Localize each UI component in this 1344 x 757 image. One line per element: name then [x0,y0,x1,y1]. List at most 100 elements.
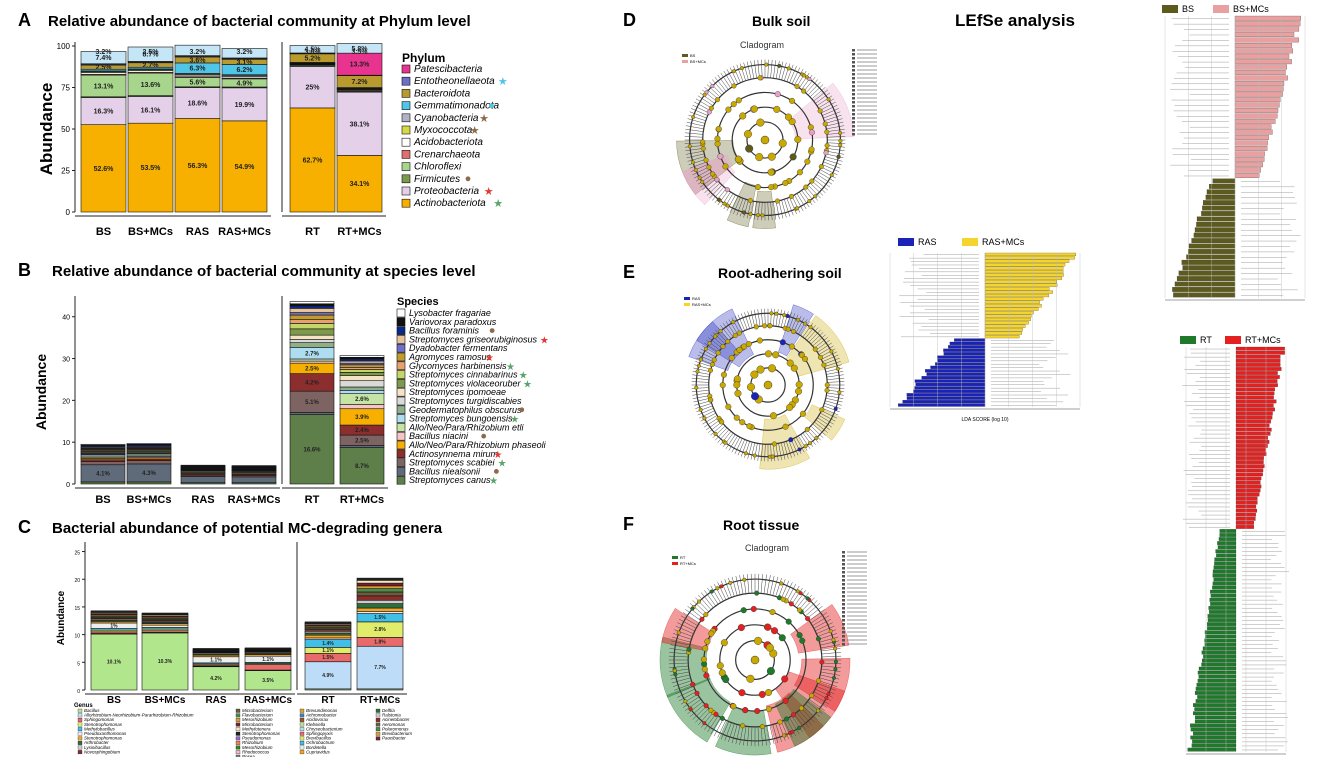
legend-dot [493,469,499,474]
lda-bar [1213,577,1237,582]
legend-title: Species [397,296,439,308]
legend-tick [852,117,855,120]
data-label: 2.7% [305,351,319,357]
tree-branch [713,583,724,602]
tree-branch [692,104,709,114]
tree-branch [795,317,805,333]
tree-node [703,703,709,709]
tree-node [796,317,801,322]
tree-node [805,596,810,601]
bar-segment [289,107,336,213]
tree-branch [766,575,771,595]
tree-branch [778,309,782,327]
lda-bar [1195,687,1237,691]
tree-branch [823,405,840,413]
tree-branch [757,309,761,327]
bar-segment [289,45,336,54]
lda-bar [1235,484,1262,489]
tree-node [746,674,755,683]
lda-bar [1234,118,1276,124]
tree-branch [760,308,763,326]
x-tick-label: RAS [205,695,226,706]
tree-branch [809,84,824,98]
legend-dot [489,328,495,333]
tree-branch [808,427,822,441]
lda-bar [984,280,1058,284]
tree-node [797,447,802,452]
legend-tick [852,109,855,112]
tree-node [788,118,796,126]
tree-node [706,109,712,115]
bar-segment [80,97,127,125]
tree-branch [750,442,756,460]
data-label: 5.1% [305,400,319,406]
x-tick-label: BS+MCs [127,494,172,506]
legend-swatch [235,731,241,736]
lda-bar [1234,70,1286,75]
tree-node [804,158,811,165]
lda-bar [1235,350,1285,355]
lda-bar [984,266,1064,270]
legend-label: Cyanobacteria [414,113,479,124]
tree-branch [668,662,689,665]
legend-dot [519,407,525,413]
legend-swatch [396,343,406,353]
tree-node [703,157,709,163]
tree-node [758,690,766,698]
tree-branch [794,69,804,86]
legend-label: Entotheonellaeota [414,76,495,87]
lda-bar [1207,626,1237,630]
legend-swatch [672,562,678,565]
y-tick-label: 10 [74,634,80,640]
tree-node [788,601,794,607]
tree-branch [791,196,801,213]
tree-branch [682,696,700,708]
tree-branch [815,622,833,632]
bar-segment [356,580,404,584]
data-label: 1.1% [322,648,334,654]
tree-branch [694,169,711,179]
tree-branch [770,308,772,326]
lda-bar [906,393,986,397]
tree-node [735,97,742,104]
tree-node [742,707,749,714]
legend-tick [842,623,845,626]
tree-branch [744,312,750,329]
tree-branch [786,441,792,458]
tree-branch [822,108,839,116]
lda-bar [1212,569,1237,574]
tree-node [774,198,780,204]
tree-node [687,144,692,149]
legend-tick [852,77,855,80]
legend-label: Achromobacter [305,713,337,718]
tree-node [702,645,709,652]
lda-bar [1217,545,1237,549]
bar-segment [356,603,404,609]
lda-bar [1205,194,1236,200]
tree-branch [791,439,799,456]
tree-node [718,329,723,334]
tree-node [716,662,724,670]
x-tick-label: BS [96,226,111,238]
tree-branch [754,309,758,327]
tree-node [813,194,818,199]
tree-node [808,325,813,330]
tree-branch [819,101,836,111]
tree-branch [817,417,832,428]
tree-node [785,618,792,625]
tree-node [838,138,843,143]
tree-branch [723,70,734,87]
tree-node [720,344,726,350]
tree-branch [804,431,816,445]
tree-node [753,324,759,330]
tree-branch [823,357,840,365]
tree-node [736,346,743,353]
legend-tick [852,81,855,84]
legend-label: Stenotrophomonas [84,722,123,727]
lda-bar [1235,456,1264,460]
lda-bar [1202,205,1236,211]
y-tick-label: 25 [61,167,70,176]
bar-segment [289,314,335,320]
lefse-heading: LEfSe analysis [955,11,1075,30]
tree-branch [761,59,763,78]
